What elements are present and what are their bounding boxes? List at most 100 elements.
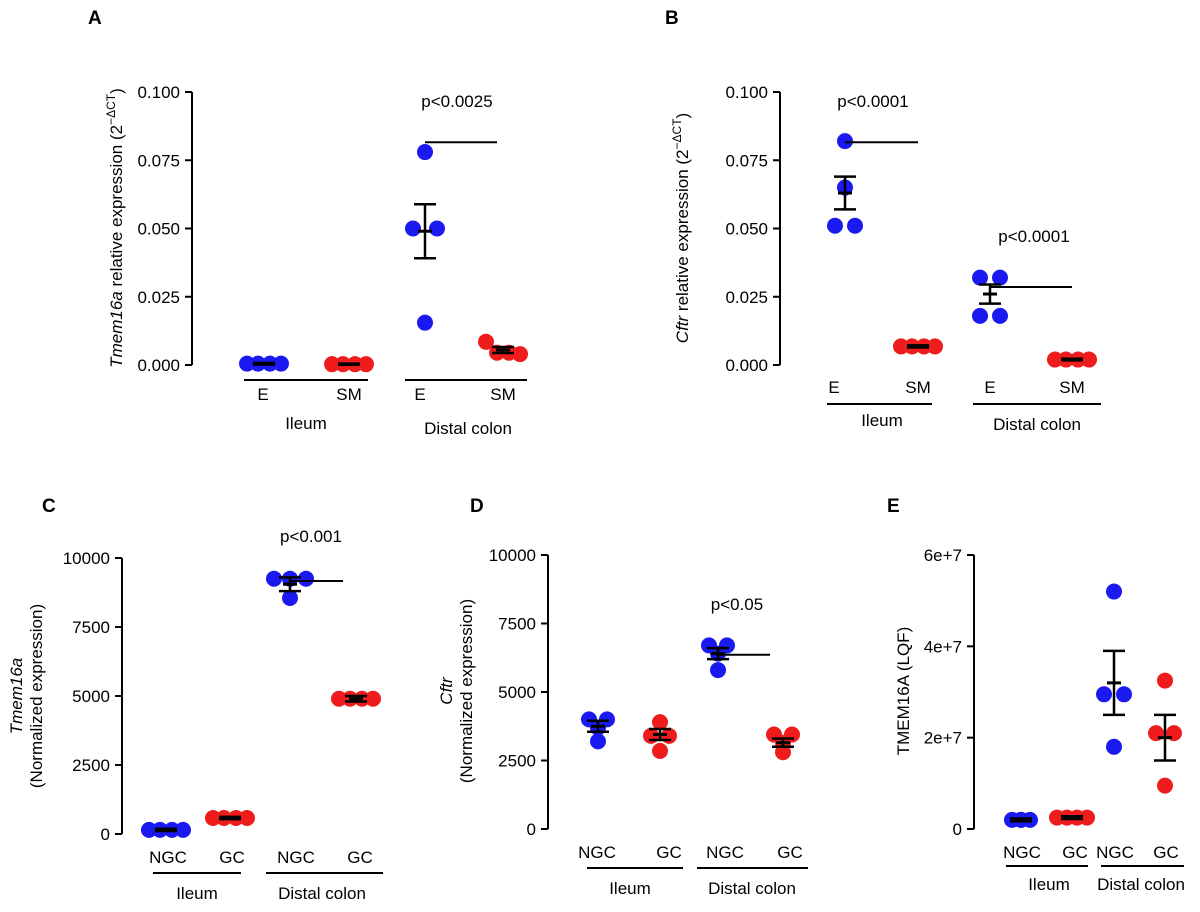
error-bar — [587, 719, 609, 733]
data-point — [417, 144, 433, 161]
y-tick-label: 6e+7 — [924, 546, 962, 565]
group-label: GC — [1062, 843, 1088, 862]
data-point — [512, 346, 528, 363]
group-label: E — [257, 385, 268, 404]
data-point — [710, 662, 726, 679]
data-point — [972, 269, 988, 286]
data-point — [827, 217, 843, 234]
data-point — [405, 220, 421, 237]
group-label: GC — [1153, 843, 1179, 862]
y-tick-label: 0.075 — [137, 151, 180, 170]
data-point — [205, 809, 221, 826]
data-point — [652, 714, 668, 731]
data-point — [992, 269, 1008, 286]
panel-marks: 0 2500 5000 7500 10000 — [63, 549, 383, 874]
y-tick-label: 0.050 — [725, 220, 768, 239]
data-point — [282, 590, 298, 607]
data-point — [239, 355, 255, 372]
group-label: SM — [905, 378, 931, 397]
data-point — [239, 809, 255, 826]
group-label: E — [828, 378, 839, 397]
y-tick-label: 0.025 — [725, 288, 768, 307]
panel-marks: 0 2500 5000 7500 10000 — [489, 546, 808, 869]
group-label: NGC — [578, 843, 616, 862]
error-bar — [649, 727, 671, 742]
data-point — [324, 356, 340, 373]
data-point — [1157, 672, 1173, 689]
data-point — [1106, 583, 1122, 600]
panel-e: E TMEM16A (LQF) NGC GC NGC GC Ileum Dist… — [887, 496, 1185, 894]
data-point — [273, 355, 289, 372]
group-label: SM — [1059, 378, 1085, 397]
error-bar — [1061, 814, 1083, 821]
data-point — [298, 570, 314, 587]
error-bar — [338, 362, 360, 366]
y-tick-label: 0.025 — [137, 288, 180, 307]
group-label: NGC — [1096, 843, 1134, 862]
group-label: NGC — [277, 848, 315, 867]
y-axis-title: Cftr relative expression (2−ΔCT) — [670, 113, 692, 343]
data-point — [847, 217, 863, 234]
y-axis-title: TMEM16A (LQF) — [894, 627, 913, 755]
data-point — [331, 690, 347, 707]
group-label: GC — [219, 848, 245, 867]
y-tick-label: 2500 — [498, 752, 536, 771]
y-tick-label: 0.000 — [725, 356, 768, 375]
y-tick-label: 7500 — [72, 618, 110, 637]
data-point — [992, 307, 1008, 324]
group-label: NGC — [706, 843, 744, 862]
data-point — [775, 744, 791, 761]
error-bar — [219, 815, 241, 821]
panel-letter: B — [665, 8, 679, 29]
panel-d: D Cftr (Normalized expression) p<0.05 NG… — [437, 496, 803, 898]
y-tick-label: 7500 — [498, 615, 536, 634]
data-point — [141, 821, 157, 838]
data-point — [893, 338, 909, 355]
data-point — [429, 220, 445, 237]
data-point — [478, 333, 494, 350]
error-bar — [1154, 713, 1176, 762]
data-point — [1079, 809, 1095, 826]
p-value-label: p<0.0001 — [998, 227, 1069, 246]
error-bar — [907, 344, 929, 349]
y-tick-label: 5000 — [72, 687, 110, 706]
data-point — [175, 821, 191, 838]
region-label: Ileum — [609, 879, 651, 898]
group-label: GC — [777, 843, 803, 862]
error-bar — [345, 694, 367, 703]
y-axis-title: Tmem16a — [7, 658, 26, 735]
error-bar — [155, 827, 177, 833]
region-label: Ileum — [1028, 875, 1070, 894]
region-label: Distal colon — [424, 419, 512, 438]
panel-letter: D — [470, 496, 484, 517]
group-label: GC — [347, 848, 373, 867]
data-point — [1106, 738, 1122, 755]
y-tick-label: 0 — [953, 820, 962, 839]
data-point — [1047, 351, 1063, 368]
y-tick-label: 5000 — [498, 683, 536, 702]
y-tick-label: 0.000 — [137, 356, 180, 375]
error-bar — [492, 345, 514, 355]
data-point — [837, 133, 853, 150]
y-axis-title: Tmem16a relative expression (2−ΔCT) — [104, 88, 126, 368]
y-tick-label: 0.100 — [137, 83, 180, 102]
data-point — [1096, 686, 1112, 703]
y-axis-subtitle: (Normalized expression) — [457, 599, 476, 783]
y-axis-title: Cftr — [437, 676, 456, 705]
p-value-label: p<0.0001 — [837, 92, 908, 111]
y-tick-label: 0.050 — [137, 220, 180, 239]
panel-a: A Tmem16a relative expression (2−ΔCT) p<… — [88, 8, 516, 438]
error-bar — [253, 361, 275, 366]
y-tick-label: 4e+7 — [924, 637, 962, 656]
group-label: SM — [490, 385, 516, 404]
panel-letter: A — [88, 8, 102, 29]
y-tick-label: 2500 — [72, 756, 110, 775]
group-label: E — [984, 378, 995, 397]
panel-b: B Cftr relative expression (2−ΔCT) p<0.0… — [665, 8, 1085, 434]
y-tick-label: 0.075 — [725, 151, 768, 170]
y-tick-label: 2e+7 — [924, 729, 962, 748]
data-point — [365, 690, 381, 707]
y-axis-subtitle: (Normalized expression) — [27, 604, 46, 788]
y-tick-label: 10000 — [489, 546, 536, 565]
